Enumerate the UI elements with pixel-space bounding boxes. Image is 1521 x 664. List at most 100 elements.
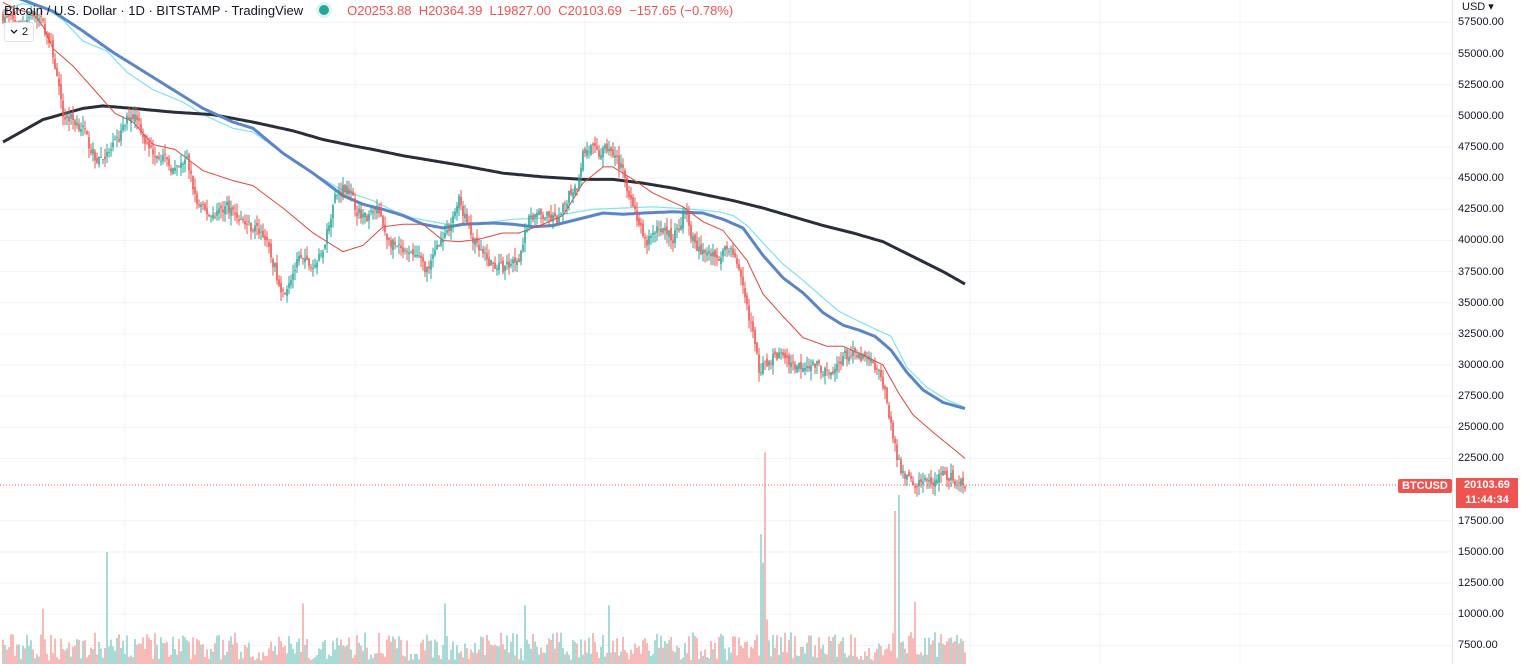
candle-body	[772, 353, 774, 366]
candle-body	[170, 168, 172, 173]
volume-bar	[942, 643, 944, 664]
volume-bar	[378, 633, 380, 664]
candle-body	[878, 370, 880, 372]
candle-body	[212, 214, 214, 219]
price-axis[interactable]	[1452, 0, 1521, 664]
candle-body	[780, 352, 782, 354]
volume-bar	[408, 660, 410, 664]
volume-bar	[128, 656, 130, 664]
volume-bar	[92, 649, 94, 664]
candle-body	[820, 366, 822, 373]
symbol-title[interactable]: Bitcoin / U.S. Dollar · 1D · BITSTAMP · …	[4, 2, 304, 18]
candle-body	[844, 350, 846, 354]
market-status-dot-icon	[319, 5, 330, 15]
volume-bar	[184, 637, 186, 664]
volume-bar	[580, 639, 582, 664]
candle-body	[822, 374, 824, 376]
volume-bar	[710, 641, 712, 664]
candle-body	[800, 362, 802, 370]
volume-bar	[668, 640, 670, 664]
volume-bar	[764, 452, 766, 664]
candle-body	[190, 170, 192, 174]
volume-bar	[642, 640, 644, 664]
volume-bar	[886, 648, 888, 664]
volume-bar	[174, 648, 176, 664]
price-axis-label: 15000.00	[1458, 545, 1504, 558]
volume-bar	[172, 636, 174, 664]
volume-bar	[122, 640, 124, 664]
candle-body	[832, 371, 834, 374]
volume-bar	[88, 654, 90, 664]
candle-body	[110, 149, 112, 151]
candle-body	[144, 134, 146, 144]
volume-bar	[52, 652, 54, 664]
volume-bar	[258, 652, 260, 664]
volume-bar	[586, 652, 588, 664]
candle-body	[642, 223, 644, 237]
candle-body	[182, 164, 184, 166]
volume-bar	[800, 646, 802, 664]
candle-body	[478, 244, 480, 251]
candle-body	[406, 251, 408, 253]
candle-body	[932, 482, 934, 485]
volume-bar	[248, 642, 250, 664]
volume-bar	[612, 640, 614, 664]
candle-body	[498, 262, 500, 271]
candle-body	[40, 15, 42, 17]
volume-bar	[602, 634, 604, 664]
volume-bar	[926, 654, 928, 664]
volume-bar	[462, 657, 464, 664]
chevron-down-icon	[10, 29, 18, 34]
volume-bar	[494, 644, 496, 664]
last-price-box: 20103.69 11:44:34	[1456, 478, 1518, 508]
currency-selector[interactable]: USD ▾	[1462, 0, 1494, 13]
volume-bar	[964, 652, 966, 664]
candle-body	[700, 244, 702, 255]
candle-body	[836, 364, 838, 371]
candle-body	[784, 352, 786, 359]
candle-body	[862, 355, 864, 359]
candle-body	[776, 352, 778, 360]
volume-bar	[532, 634, 534, 664]
volume-bar	[666, 643, 668, 664]
volume-bar	[738, 637, 740, 664]
volume-bar	[610, 652, 612, 664]
volume-bar	[766, 619, 768, 664]
candle-body	[730, 248, 732, 250]
candle-body	[340, 192, 342, 197]
candle-body	[320, 254, 322, 256]
volume-bar	[234, 632, 236, 664]
volume-bar	[124, 653, 126, 664]
volume-bar	[140, 643, 142, 664]
candle-body	[446, 229, 448, 233]
volume-bar	[486, 634, 488, 664]
candle-body	[872, 360, 874, 363]
candle-body	[946, 470, 948, 481]
candle-body	[160, 160, 162, 162]
collapse-indicators-button[interactable]: 2	[4, 22, 35, 42]
candle-body	[532, 214, 534, 220]
indicator-count: 2	[22, 26, 29, 38]
candle-body	[330, 219, 332, 228]
candle-body	[486, 253, 488, 260]
candle-body	[652, 232, 654, 236]
volume-bar	[628, 659, 630, 664]
volume-bar	[180, 651, 182, 664]
candle-body	[442, 240, 444, 243]
volume-bar	[244, 644, 246, 664]
candle-body	[942, 470, 944, 476]
volume-bar	[804, 653, 806, 664]
candle-body	[88, 137, 90, 149]
volume-bar	[410, 654, 412, 664]
candle-body	[722, 250, 724, 257]
volume-bar	[206, 649, 208, 664]
volume-bar	[82, 641, 84, 664]
ohlc-open: 20253.88	[357, 2, 412, 18]
volume-bar	[226, 651, 228, 664]
candle-body	[266, 236, 268, 241]
volume-bar	[290, 643, 292, 664]
volume-bar	[376, 653, 378, 664]
candle-body	[118, 138, 120, 142]
